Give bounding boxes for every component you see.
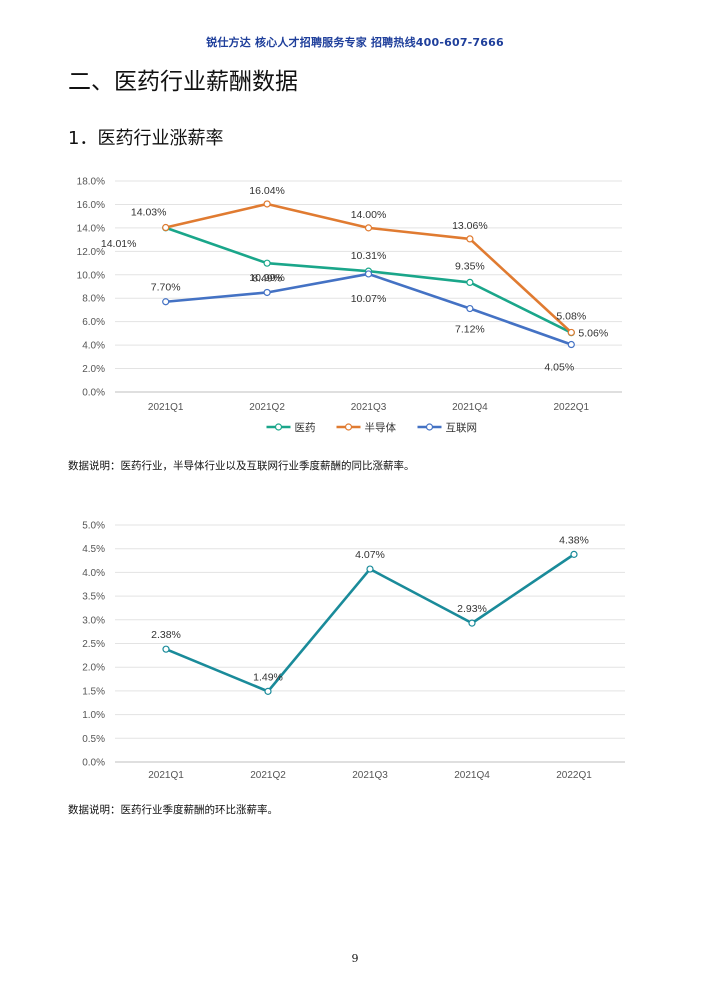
data-label: 10.07% bbox=[351, 293, 387, 305]
data-point bbox=[263, 288, 271, 297]
data-label: 14.03% bbox=[131, 207, 167, 219]
x-tick-label: 2022Q1 bbox=[554, 402, 590, 413]
legend-swatch-marker bbox=[274, 423, 283, 431]
data-point bbox=[567, 340, 575, 349]
x-tick-label: 2021Q3 bbox=[351, 402, 387, 413]
data-point bbox=[162, 223, 170, 232]
section-title: 二、医药行业薪酬数据 bbox=[68, 69, 298, 95]
data-point bbox=[570, 550, 578, 558]
y-tick-label: 1.0% bbox=[82, 710, 105, 721]
yoy-salary-growth-chart: 0.0% 2.0% 4.0% 6.0% 8.0% 10.0% 12.0% 14.0% 16.0%… bbox=[77, 177, 622, 434]
y-tick-label: 3.0% bbox=[82, 615, 105, 626]
y-tick-label: 6.0% bbox=[82, 317, 105, 328]
data-label: 5.08% bbox=[556, 310, 586, 322]
legend-item: 互联网 bbox=[417, 422, 478, 434]
data-point bbox=[263, 259, 271, 267]
data-point bbox=[263, 200, 271, 208]
y-tick-label: 18.0% bbox=[77, 177, 105, 188]
legend-label: 半导体 bbox=[365, 421, 397, 434]
y-tick-label: 5.0% bbox=[82, 521, 105, 532]
data-point bbox=[264, 687, 272, 695]
y-tick-label: 14.0% bbox=[77, 223, 105, 234]
data-point bbox=[366, 565, 374, 573]
data-point bbox=[567, 328, 575, 337]
y-tick-label: 16.0% bbox=[77, 200, 105, 211]
data-point bbox=[466, 304, 474, 313]
data-label: 13.06% bbox=[452, 220, 488, 232]
legend-item: 半导体 bbox=[336, 421, 397, 434]
y-tick-label: 0.0% bbox=[82, 758, 105, 769]
data-label: 14.01% bbox=[101, 238, 137, 250]
y-tick-label: 4.0% bbox=[82, 568, 105, 579]
y-tick-label: 0.5% bbox=[82, 734, 105, 745]
legend-label: 互联网 bbox=[446, 422, 478, 434]
y-tick-label: 8.0% bbox=[82, 294, 105, 305]
data-point bbox=[466, 278, 474, 286]
x-tick-label: 2021Q2 bbox=[249, 402, 285, 413]
y-tick-label: 2.0% bbox=[82, 364, 105, 375]
x-tick-label: 2021Q1 bbox=[148, 770, 184, 781]
data-label: 14.00% bbox=[351, 209, 387, 221]
series-line bbox=[164, 272, 573, 346]
data-label: 2.93% bbox=[457, 603, 487, 615]
legend-swatch-marker bbox=[425, 423, 434, 431]
y-tick-label: 2.5% bbox=[82, 639, 105, 650]
data-label: 16.04% bbox=[249, 185, 285, 197]
legend-swatch-marker bbox=[344, 423, 353, 431]
data-label: 9.35% bbox=[455, 260, 485, 272]
legend-item: 医药 bbox=[266, 422, 316, 434]
series-line bbox=[164, 553, 576, 693]
x-tick-label: 2021Q2 bbox=[250, 770, 286, 781]
data-label: 4.05% bbox=[544, 362, 574, 374]
series-line bbox=[164, 226, 573, 334]
chart1-note: 数据说明：医药行业，半导体行业以及互联网行业季度薪酬的同比涨薪率。 bbox=[68, 460, 415, 472]
data-point bbox=[466, 235, 474, 243]
data-label: 8.49% bbox=[252, 272, 282, 284]
y-tick-label: 1.5% bbox=[82, 686, 105, 697]
data-point bbox=[468, 619, 476, 627]
data-point bbox=[162, 645, 170, 653]
x-tick-label: 2021Q4 bbox=[452, 402, 488, 413]
chart2-note: 数据说明：医药行业季度薪酬的环比涨薪率。 bbox=[68, 804, 278, 816]
data-label: 5.06% bbox=[578, 328, 608, 340]
y-tick-label: 4.0% bbox=[82, 341, 105, 352]
data-label: 2.38% bbox=[151, 629, 181, 641]
y-tick-label: 3.5% bbox=[82, 592, 105, 603]
legend-label: 医药 bbox=[295, 422, 316, 434]
data-point bbox=[364, 270, 373, 278]
data-point bbox=[364, 224, 373, 232]
x-tick-label: 2021Q1 bbox=[148, 402, 184, 413]
x-tick-label: 2021Q3 bbox=[352, 770, 388, 781]
header-banner: 锐仕方达 核心人才招聘服务专家 招聘热线400-607-7666 bbox=[206, 36, 504, 49]
x-tick-label: 2021Q4 bbox=[454, 770, 490, 781]
data-label: 1.49% bbox=[253, 671, 283, 683]
x-tick-label: 2022Q1 bbox=[556, 770, 592, 781]
data-label: 7.12% bbox=[455, 324, 485, 336]
y-tick-label: 4.5% bbox=[82, 544, 105, 555]
data-label: 7.70% bbox=[151, 282, 181, 294]
qoq-salary-growth-chart: 0.0% 0.5% 1.0% 1.5% 2.0% 2.5% 3.0% 3.5% 4.0% 4.5%… bbox=[82, 521, 625, 781]
data-label: 4.38% bbox=[559, 534, 589, 546]
y-tick-label: 10.0% bbox=[77, 270, 105, 281]
data-label: 10.31% bbox=[351, 250, 387, 262]
data-label: 4.07% bbox=[355, 549, 385, 561]
y-tick-label: 12.0% bbox=[77, 247, 105, 258]
y-tick-label: 2.0% bbox=[82, 663, 105, 674]
data-point bbox=[162, 298, 170, 306]
subsection-title: 1．医药行业涨薪率 bbox=[68, 128, 224, 149]
page-number: 9 bbox=[351, 952, 359, 965]
y-tick-label: 0.0% bbox=[82, 388, 105, 399]
data-label: 10.99% bbox=[249, 272, 285, 284]
